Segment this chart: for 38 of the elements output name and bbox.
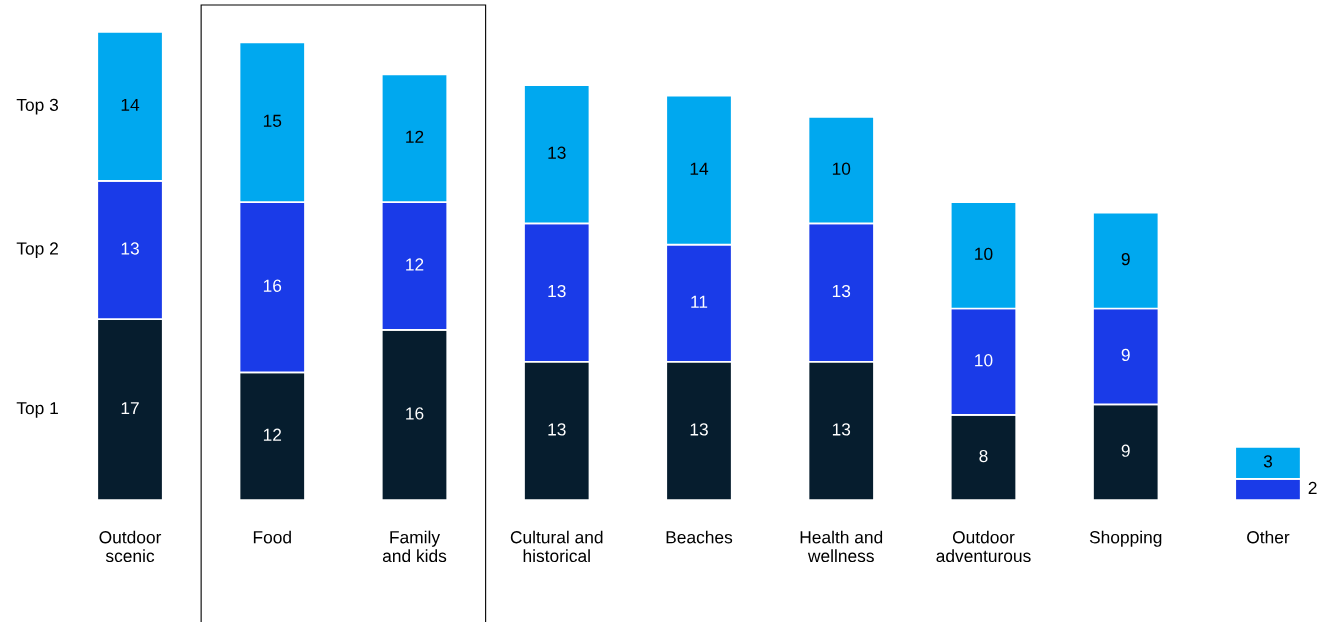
data-label: 9 <box>1121 348 1130 362</box>
x-tick-label: Family and kids <box>382 530 447 563</box>
data-label: 8 <box>979 449 988 463</box>
x-tick-label: Shopping <box>1089 530 1162 547</box>
data-label: 2 <box>1308 481 1317 494</box>
text: Top 2 <box>16 242 58 259</box>
data-label: 9 <box>1121 444 1130 457</box>
data-label: 13 <box>548 146 566 159</box>
data-label: 3 <box>1263 455 1273 468</box>
data-label: 16 <box>406 407 424 420</box>
data-label: 13 <box>832 284 851 298</box>
x-tick-label: Beaches <box>666 530 733 544</box>
data-label: 13 <box>548 423 566 436</box>
x-tick-label: Outdoor adventurous <box>936 530 1031 563</box>
data-label: 16 <box>263 279 282 292</box>
data-label: 14 <box>690 162 709 175</box>
data-label: 10 <box>975 247 993 260</box>
x-tick-label: Health and wellness <box>800 530 883 563</box>
data-label: 13 <box>121 242 139 255</box>
data-label: 11 <box>691 295 708 308</box>
data-label: 13 <box>832 423 851 436</box>
x-tick-label: Other <box>1247 530 1290 544</box>
x-tick-label: Food <box>253 530 291 544</box>
data-label: 12 <box>263 428 282 441</box>
data-label: 10 <box>975 354 993 367</box>
data-label: 12 <box>406 258 424 271</box>
data-label: 13 <box>548 284 566 298</box>
data-label: 15 <box>263 114 282 127</box>
data-label: 17 <box>121 402 139 415</box>
data-label: 13 <box>690 423 708 436</box>
text: Top 1 <box>16 402 58 418</box>
data-label: 12 <box>406 130 424 143</box>
x-tick-label: Cultural and historical <box>510 530 603 563</box>
data-label: 14 <box>121 98 140 111</box>
data-label: 10 <box>832 162 851 175</box>
data-label: 9 <box>1121 253 1130 266</box>
x-tick-label: Outdoor scenic <box>99 530 162 563</box>
text: Top 3 <box>16 98 59 115</box>
